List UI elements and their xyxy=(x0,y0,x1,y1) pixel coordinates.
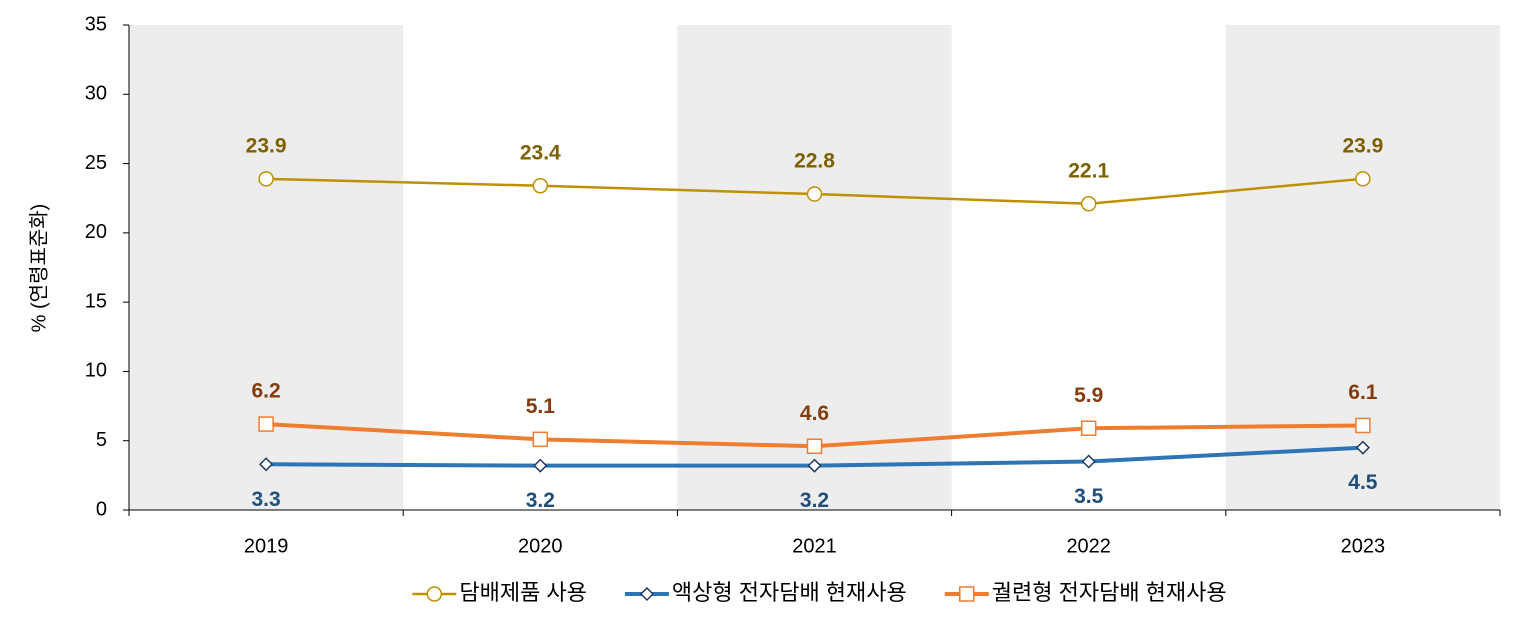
legend-label: 궐련형 전자담배 현재사용 xyxy=(992,580,1227,605)
x-tick-label: 2021 xyxy=(792,535,837,557)
data-label: 3.2 xyxy=(526,489,555,512)
data-point xyxy=(258,416,274,432)
data-point xyxy=(1080,420,1097,436)
data-label: 23.9 xyxy=(1342,134,1383,157)
data-point xyxy=(259,457,274,472)
data-label: 23.4 xyxy=(520,141,561,164)
legend-item: 액상형 전자담배 현재사용 xyxy=(624,580,907,605)
data-point xyxy=(533,458,548,473)
legend-item: 궐련형 전자담배 현재사용 xyxy=(944,580,1227,605)
shaded-band xyxy=(129,25,404,510)
data-label: 5.9 xyxy=(1074,384,1103,407)
shaded-band xyxy=(677,25,952,510)
x-tick-label: 2019 xyxy=(244,535,289,557)
data-label: 3.2 xyxy=(800,489,829,512)
legend-label: 담배제품 사용 xyxy=(459,580,587,605)
data-point xyxy=(1355,171,1371,187)
y-tick-label: 5 xyxy=(96,429,107,451)
legend: 담배제품 사용 액상형 전자담배 현재사용 궐련형 전자담배 현재사용 xyxy=(412,580,1227,605)
data-label: 3.3 xyxy=(251,488,280,511)
data-point xyxy=(806,186,823,202)
data-label: 22.8 xyxy=(794,150,835,173)
data-label: 4.5 xyxy=(1348,471,1378,494)
y-tick-label: 10 xyxy=(85,360,107,382)
data-label: 6.1 xyxy=(1348,381,1378,404)
x-tick-label: 2023 xyxy=(1341,535,1386,557)
data-point xyxy=(1355,417,1371,434)
data-point xyxy=(807,458,822,473)
legend-item: 담배제품 사용 xyxy=(412,580,587,605)
data-label: 22.1 xyxy=(1068,159,1109,182)
data-point xyxy=(1355,440,1370,455)
data-label: 6.2 xyxy=(251,380,280,403)
x-tick-label: 2020 xyxy=(518,535,563,557)
data-label: 4.6 xyxy=(800,402,829,425)
legend-marker xyxy=(426,586,443,602)
y-tick-label: 35 xyxy=(85,13,107,35)
data-label: 5.1 xyxy=(526,395,556,418)
y-tick-label: 20 xyxy=(85,221,107,243)
data-point xyxy=(532,431,549,448)
data-point xyxy=(532,177,549,194)
y-tick-label: 15 xyxy=(85,290,107,312)
data-label: 3.5 xyxy=(1074,485,1104,508)
data-point xyxy=(806,438,823,455)
data-point xyxy=(1080,196,1097,212)
x-tick-label: 2022 xyxy=(1066,535,1111,557)
data-point xyxy=(1081,454,1096,469)
legend-marker xyxy=(639,586,654,602)
legend-marker xyxy=(959,586,975,602)
shaded-band xyxy=(1225,25,1500,510)
legend-label: 액상형 전자담배 현재사용 xyxy=(672,580,907,605)
y-tick-label: 25 xyxy=(85,152,107,174)
data-label: 23.9 xyxy=(246,134,287,157)
y-tick-label: 0 xyxy=(96,498,107,520)
data-point xyxy=(258,171,274,187)
y-axis-label: % (연령표준화) xyxy=(27,204,50,333)
y-tick-label: 30 xyxy=(85,83,107,105)
